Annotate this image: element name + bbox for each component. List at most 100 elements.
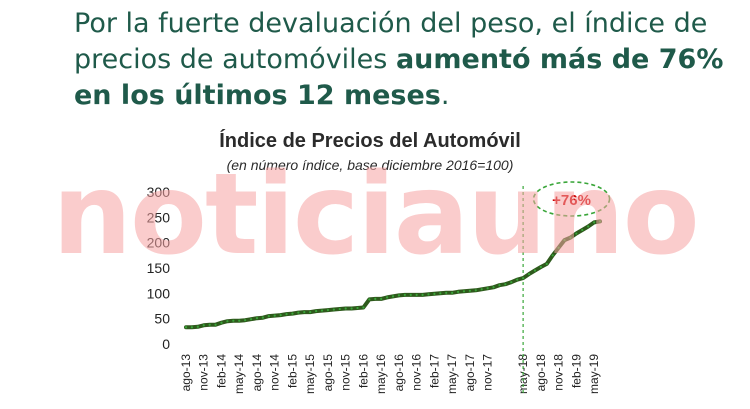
data-point <box>326 308 330 312</box>
data-point <box>445 291 448 294</box>
data-point <box>456 290 460 293</box>
data-point <box>332 308 335 311</box>
data-point <box>338 307 341 311</box>
y-tick-label: 200 <box>147 235 171 251</box>
data-point <box>385 296 389 299</box>
data-point <box>462 290 466 293</box>
y-tick-label: 250 <box>147 209 171 225</box>
data-point <box>527 272 531 276</box>
data-point <box>403 293 406 296</box>
data-point <box>267 315 270 318</box>
data-point <box>261 316 264 319</box>
x-tick-label: feb-14 <box>214 354 228 388</box>
data-point <box>539 265 542 269</box>
x-tick-label: feb-15 <box>285 354 299 388</box>
data-point <box>214 323 217 326</box>
data-point <box>522 277 525 280</box>
data-point <box>409 293 412 296</box>
data-point <box>190 326 194 329</box>
data-point <box>504 283 507 286</box>
chart-subtitle: (en número índice, base diciembre 2016=1… <box>226 157 514 173</box>
y-tick-label: 300 <box>147 184 171 200</box>
data-point <box>545 262 548 266</box>
data-point <box>380 297 383 301</box>
data-point <box>557 246 560 249</box>
data-point <box>238 319 241 322</box>
x-tick-label: nov-13 <box>197 354 211 391</box>
data-point <box>244 319 247 322</box>
x-tick-label: ago-16 <box>392 354 406 392</box>
x-tick-label: ago-13 <box>179 354 193 392</box>
data-point <box>510 281 513 284</box>
x-tick-label: nov-15 <box>339 354 353 391</box>
x-tick-label: may-14 <box>232 354 246 394</box>
data-point <box>297 311 300 314</box>
x-tick-label: nov-17 <box>481 354 495 391</box>
data-point <box>598 220 602 223</box>
y-tick-label: 50 <box>154 311 170 327</box>
data-point <box>320 309 324 312</box>
series-line <box>184 219 602 330</box>
headline: Por la fuerte devaluación del peso, el í… <box>74 6 734 114</box>
data-point <box>285 313 288 316</box>
data-point <box>315 309 318 313</box>
x-tick-label: feb-16 <box>356 354 370 388</box>
y-tick-label: 100 <box>147 285 171 301</box>
data-point <box>273 314 276 317</box>
data-point <box>480 288 483 291</box>
x-tick-label: ago-15 <box>321 354 335 392</box>
x-tick-label: may-16 <box>374 354 388 394</box>
data-point <box>303 310 306 314</box>
data-point <box>368 298 371 301</box>
data-point <box>397 294 401 297</box>
annotation-ellipse <box>532 181 611 217</box>
data-point <box>474 289 477 292</box>
data-point <box>208 323 211 326</box>
data-point <box>344 307 347 310</box>
data-point <box>439 292 442 295</box>
x-tick-label: may-19 <box>587 354 601 394</box>
headline-highlight: aumentó más de 76% en los últimos 12 mes… <box>74 44 724 111</box>
annotation-label: +76% <box>552 192 591 209</box>
data-point <box>196 325 199 328</box>
x-tick-label: may-15 <box>303 354 317 394</box>
x-tick-label: ago-18 <box>534 354 548 392</box>
data-point <box>226 320 229 323</box>
chart-title: Índice de Precios del Automóvil <box>219 130 521 152</box>
data-point <box>433 292 436 295</box>
y-tick-label: 0 <box>162 336 170 352</box>
data-point <box>468 289 471 292</box>
data-point <box>356 306 359 310</box>
headline-text: Por la fuerte devaluación del peso, el í… <box>74 8 708 75</box>
data-point <box>516 278 519 281</box>
data-point <box>551 254 554 257</box>
data-point <box>592 221 596 224</box>
data-point <box>202 324 205 327</box>
x-tick-label: nov-16 <box>410 354 424 391</box>
data-point <box>391 295 395 298</box>
y-tick-label: 150 <box>147 260 171 276</box>
data-point <box>220 321 223 324</box>
data-point <box>451 291 454 294</box>
headline-end: . <box>440 80 450 111</box>
data-point <box>374 297 377 301</box>
data-point <box>421 293 424 296</box>
data-point <box>587 225 590 228</box>
x-tick-label: may-17 <box>445 354 459 394</box>
data-point <box>533 269 537 272</box>
data-point <box>569 236 572 239</box>
x-tick-label: feb-19 <box>569 354 583 388</box>
data-point <box>232 319 235 322</box>
x-tick-label: ago-17 <box>463 354 477 392</box>
data-point <box>291 312 294 315</box>
x-tick-label: nov-14 <box>268 354 282 391</box>
data-point <box>279 314 282 317</box>
data-point <box>563 239 566 242</box>
data-point <box>255 317 259 320</box>
data-point <box>581 228 584 232</box>
data-point <box>498 284 501 287</box>
data-point <box>415 293 418 296</box>
data-point <box>427 293 430 296</box>
data-point <box>249 318 253 321</box>
